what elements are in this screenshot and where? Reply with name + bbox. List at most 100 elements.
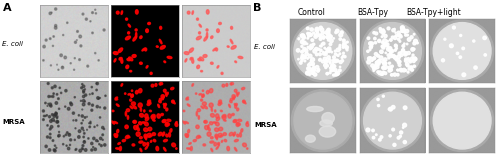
Ellipse shape [148, 100, 150, 103]
Ellipse shape [138, 89, 142, 93]
Circle shape [301, 59, 303, 62]
Circle shape [84, 89, 86, 90]
Ellipse shape [186, 134, 188, 137]
Circle shape [318, 53, 322, 56]
Circle shape [302, 40, 304, 41]
Ellipse shape [124, 93, 126, 94]
Circle shape [398, 52, 401, 55]
Circle shape [342, 55, 344, 57]
Circle shape [83, 130, 84, 131]
Circle shape [64, 56, 66, 59]
Ellipse shape [162, 119, 166, 123]
Text: B: B [252, 3, 261, 13]
Ellipse shape [214, 110, 216, 112]
Circle shape [335, 31, 337, 34]
Circle shape [318, 58, 321, 61]
Circle shape [314, 35, 318, 38]
Ellipse shape [230, 83, 232, 85]
Circle shape [91, 86, 92, 88]
Circle shape [52, 140, 54, 141]
Ellipse shape [164, 105, 166, 108]
Ellipse shape [115, 134, 118, 137]
Ellipse shape [196, 36, 202, 40]
Ellipse shape [140, 108, 141, 111]
Ellipse shape [433, 23, 491, 79]
Circle shape [303, 34, 304, 36]
Circle shape [324, 61, 328, 64]
Circle shape [301, 54, 304, 57]
Circle shape [372, 60, 373, 61]
Ellipse shape [146, 29, 148, 32]
Circle shape [404, 59, 407, 62]
Circle shape [410, 57, 414, 61]
Ellipse shape [160, 26, 162, 29]
Ellipse shape [234, 120, 236, 122]
Ellipse shape [227, 146, 230, 151]
Ellipse shape [118, 48, 122, 52]
Circle shape [367, 37, 370, 39]
Circle shape [388, 62, 390, 64]
Circle shape [390, 52, 392, 54]
Circle shape [404, 58, 407, 60]
Ellipse shape [201, 106, 203, 109]
Ellipse shape [128, 94, 130, 95]
Circle shape [483, 36, 486, 40]
Circle shape [50, 120, 52, 122]
Circle shape [376, 54, 380, 57]
Ellipse shape [242, 87, 245, 90]
Circle shape [73, 120, 74, 121]
Circle shape [327, 48, 330, 51]
Ellipse shape [114, 52, 118, 55]
Ellipse shape [231, 82, 234, 85]
Circle shape [398, 34, 400, 36]
Ellipse shape [209, 103, 213, 107]
Circle shape [330, 39, 333, 43]
Circle shape [330, 65, 334, 68]
Circle shape [343, 42, 346, 45]
Circle shape [322, 60, 324, 63]
Circle shape [88, 103, 90, 105]
Circle shape [385, 52, 386, 54]
Circle shape [323, 57, 327, 61]
Ellipse shape [196, 135, 200, 139]
Circle shape [66, 145, 67, 146]
Circle shape [320, 28, 324, 32]
Ellipse shape [230, 39, 233, 44]
Circle shape [341, 32, 343, 34]
Circle shape [82, 90, 84, 92]
Circle shape [68, 133, 70, 136]
Ellipse shape [206, 29, 208, 31]
Ellipse shape [222, 140, 223, 142]
Circle shape [394, 44, 398, 47]
Circle shape [384, 62, 387, 65]
Circle shape [53, 36, 54, 37]
Circle shape [390, 50, 392, 52]
Ellipse shape [188, 129, 190, 133]
Ellipse shape [306, 135, 316, 142]
Circle shape [393, 73, 396, 76]
Circle shape [339, 44, 341, 46]
Circle shape [462, 47, 464, 50]
Circle shape [326, 73, 328, 75]
Circle shape [398, 38, 400, 40]
Ellipse shape [137, 127, 140, 131]
Ellipse shape [430, 90, 494, 152]
Circle shape [66, 22, 68, 23]
Circle shape [371, 64, 374, 67]
Circle shape [320, 45, 321, 47]
Circle shape [300, 56, 304, 60]
Circle shape [84, 149, 87, 151]
Ellipse shape [159, 83, 161, 85]
Circle shape [56, 121, 59, 123]
Circle shape [74, 41, 76, 43]
Ellipse shape [210, 113, 214, 117]
Ellipse shape [202, 90, 203, 91]
Circle shape [367, 60, 370, 64]
Circle shape [49, 12, 51, 15]
Circle shape [400, 27, 404, 30]
Circle shape [388, 48, 392, 52]
Circle shape [54, 85, 56, 88]
Circle shape [74, 139, 76, 141]
Circle shape [373, 32, 376, 34]
Ellipse shape [196, 125, 199, 129]
